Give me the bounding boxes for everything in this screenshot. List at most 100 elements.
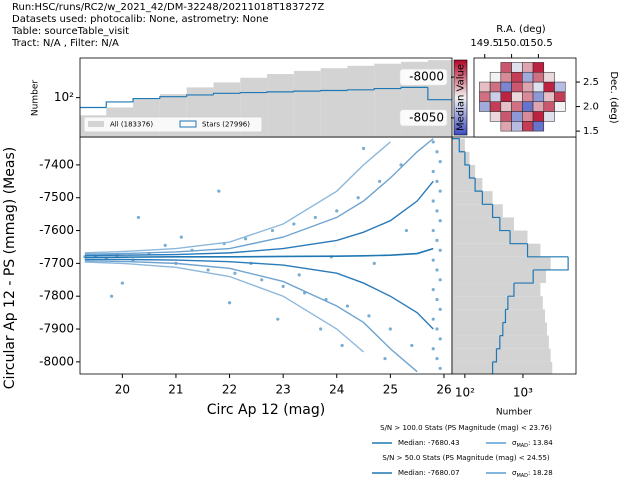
hist-step [266, 91, 294, 93]
hist-step [526, 243, 569, 258]
legend-label: All (183376) [110, 121, 153, 129]
sky-cell [511, 121, 523, 132]
scatter-point [438, 219, 442, 223]
colorbar-tick-label: -8050 [409, 110, 444, 124]
x-tick-label: 25 [383, 383, 398, 397]
scatter-point [431, 228, 435, 233]
hist-bar [452, 269, 547, 284]
legend-label: Stars (27996) [202, 121, 250, 129]
y-tick-label: -7500 [39, 190, 74, 204]
colorbar-tick-label: -8000 [409, 70, 444, 84]
sky-cell [479, 101, 491, 112]
sigma-value: : 13.84 [528, 439, 553, 447]
stats-sigma: σMAD: 13.84 [512, 439, 553, 449]
scatter-point [438, 160, 442, 164]
scatter-point [435, 356, 439, 361]
scatter-point [227, 301, 232, 305]
scatter-point [179, 235, 183, 239]
hist-step [481, 191, 493, 205]
hist-step [105, 101, 134, 108]
hist-step [513, 269, 534, 284]
sky-cell [532, 71, 545, 83]
sky-cell [554, 101, 566, 112]
x-axis-label: Circ Ap 12 (mag) [207, 402, 325, 418]
scatter-point [438, 278, 442, 282]
scatter-point [431, 169, 435, 174]
scatter-point [281, 284, 285, 288]
hist-bar [452, 309, 546, 323]
scatter-point [270, 228, 275, 233]
sky-cell [532, 111, 545, 122]
plots: Run:HSC/runs/RC2/w_2021_42/DM-32248/2021… [2, 2, 619, 479]
x-tick-label: 23 [276, 383, 291, 397]
sky-cell [500, 81, 512, 93]
hist-bar [452, 243, 541, 257]
scatter-point [431, 317, 435, 321]
scatter-point [276, 317, 280, 321]
scatter-point [438, 337, 442, 341]
x-tick-label: 20 [115, 383, 130, 397]
hist-step [346, 89, 375, 91]
stats-sigma: σMAD: 18.28 [512, 469, 553, 479]
sky-cell [543, 111, 555, 122]
sky-cell [532, 101, 545, 112]
hist-bar [374, 63, 402, 137]
sigma-value: : 18.28 [528, 469, 553, 477]
scatter-point [431, 258, 435, 262]
hist-step [502, 309, 507, 324]
sky-cell [479, 91, 491, 102]
hist-step [320, 89, 348, 92]
y-tick-label: -7800 [39, 289, 74, 303]
x-tick-label: 150.0 [497, 38, 526, 49]
scatter-point [110, 294, 114, 298]
hist-step [499, 322, 504, 337]
hist-bar [452, 178, 483, 192]
sky-cell [511, 101, 523, 112]
sky-cell [489, 81, 502, 93]
sky-cell [522, 62, 534, 73]
percentile-line [84, 258, 434, 330]
scatter-point [438, 248, 442, 252]
scatter-point [120, 281, 124, 285]
hist-step [496, 335, 501, 350]
sigma-subscript: MAD [516, 443, 528, 449]
header-line: Datasets used: photocalib: None, astrome… [12, 14, 269, 25]
y-axis-label: Circular Ap 12 - PS (mmag) (Meas) [2, 147, 18, 389]
sky-cell [511, 91, 523, 102]
x-tick-label: 10³ [513, 386, 533, 400]
colorbar-tick-box [399, 109, 448, 127]
sky-cell [532, 81, 545, 93]
sky-cell [522, 111, 534, 122]
legend-swatch [179, 120, 197, 128]
sky-cell [554, 81, 566, 93]
scatter-point [435, 150, 439, 154]
hist-bar [452, 283, 541, 297]
scatter-point [435, 238, 439, 243]
scatter-point [292, 222, 296, 226]
hist-step [507, 283, 515, 297]
hist-step [293, 90, 321, 92]
sky-cell [543, 101, 555, 112]
x-tick-label: 21 [168, 383, 183, 397]
x-tick-label: 10² [455, 386, 475, 400]
x-tick-label: 24 [329, 383, 344, 397]
y-axis-label: Dec. (deg) [608, 71, 619, 123]
x-axis-label: Number [496, 408, 532, 418]
scatter-point [345, 304, 350, 308]
sky-cell [500, 101, 512, 112]
scatter-point [388, 327, 392, 331]
stats-title: S/N > 100.0 Stats (PS Magnitude (mag) < … [380, 424, 552, 432]
hist-step [491, 204, 500, 219]
hist-bar [452, 230, 528, 244]
hist-step [474, 178, 483, 192]
hist-step [464, 151, 470, 166]
scatter-point [431, 288, 435, 292]
scatter-point [313, 215, 317, 220]
scatter-point [383, 356, 387, 361]
y-tick-label: -7700 [39, 256, 74, 270]
x-tick-label: 149.5 [470, 38, 499, 49]
sky-cell [543, 81, 555, 93]
sky-cell [489, 91, 502, 102]
y-tick-label: -8000 [39, 354, 74, 368]
